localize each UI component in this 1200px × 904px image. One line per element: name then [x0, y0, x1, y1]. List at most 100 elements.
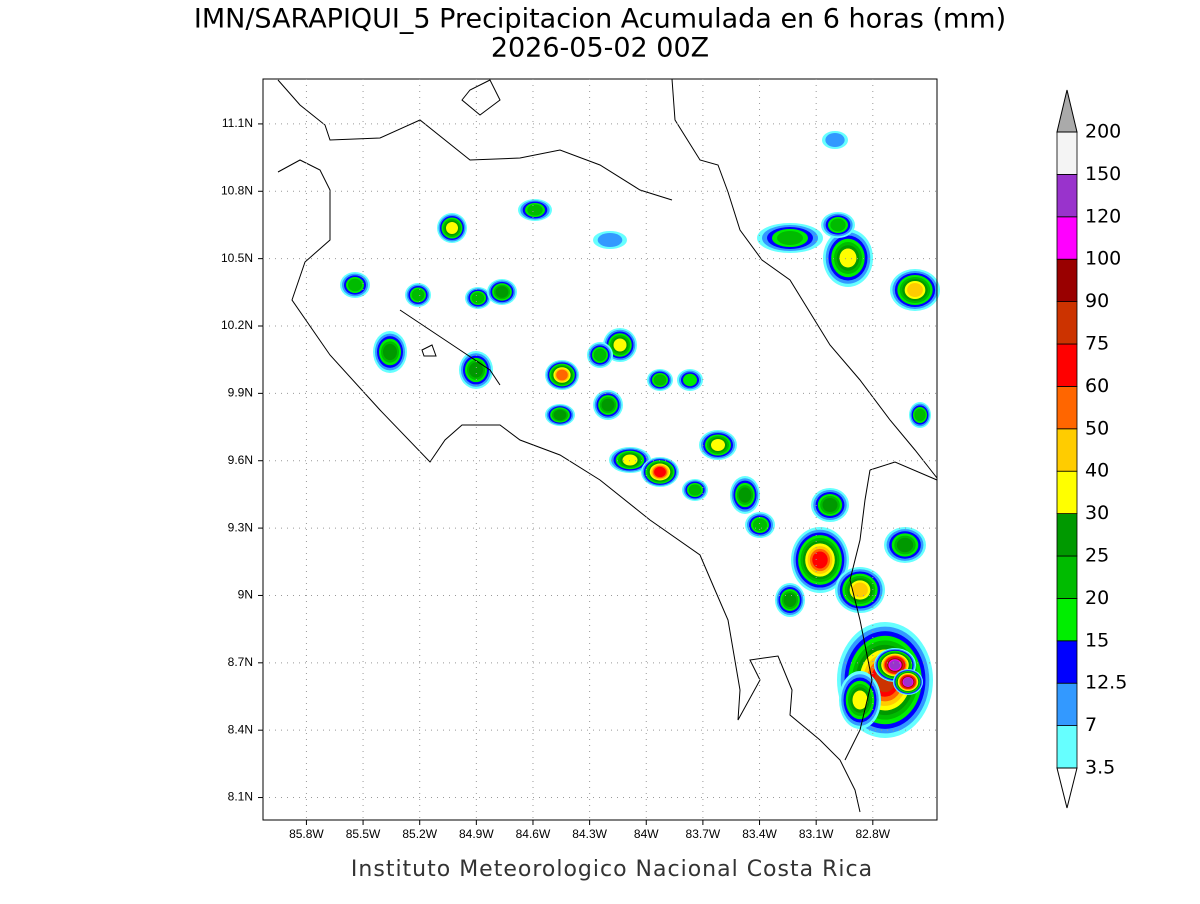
colorbar-label: 50: [1085, 417, 1109, 439]
colorbar-swatch: [1056, 385, 1078, 430]
lat-tick-label: 8.1N: [228, 790, 253, 804]
rain-contour: [896, 537, 914, 553]
colorbar-swatch: [1056, 682, 1078, 727]
rain-contour: [889, 660, 901, 670]
colorbar: 3.5 7 12.5 15 20 25 30 40 50 60 75 90 100 120 150 200: [1056, 89, 1127, 809]
caribbean-coast: [671, 78, 938, 479]
colorbar-label: 100: [1085, 248, 1121, 270]
rain-contour: [469, 362, 483, 378]
colorbar-swatch: [1056, 301, 1078, 345]
rain-contour: [914, 408, 926, 422]
gulf-coast: [399, 309, 501, 386]
lon-tick-label: 85.2W: [402, 827, 437, 841]
lon-tick-label: 83.1W: [799, 827, 834, 841]
lon-tick-label: 84.3W: [572, 827, 607, 841]
rain-contour: [777, 231, 803, 245]
colorbar-label: 75: [1085, 333, 1109, 355]
rain-contour: [907, 283, 923, 297]
lat-tick-label: 9N: [238, 588, 253, 602]
rain-contour: [348, 278, 362, 292]
rain-contour: [683, 373, 697, 387]
lat-tick-label: 11.1N: [222, 116, 253, 130]
colorbar-over: [1056, 89, 1078, 133]
subtitle: 2026-05-02 00Z: [491, 33, 709, 64]
rain-contour: [411, 289, 425, 301]
rain-contour: [654, 466, 666, 478]
colorbar-swatch: [1056, 258, 1078, 303]
rain-contour: [852, 582, 868, 598]
rain-contour: [593, 348, 607, 362]
lon-tick-label: 82.8W: [855, 827, 890, 841]
colorbar-label: 40: [1085, 460, 1109, 482]
colorbar-swatch: [1056, 470, 1078, 515]
rain-contour: [812, 551, 828, 569]
colorbar-label: 12.5: [1085, 672, 1127, 694]
colorbar-swatch: [1056, 598, 1078, 642]
rain-contour: [825, 133, 845, 147]
rain-contour: [688, 484, 702, 496]
lat-tick-label: 10.8N: [221, 183, 253, 197]
lon-tick-label: 84.6W: [516, 827, 551, 841]
border: [277, 79, 673, 201]
lat-tick-label: 8.7N: [228, 655, 253, 669]
pacific-coast: [277, 159, 861, 813]
rain-contour: [738, 487, 752, 503]
coast: [461, 79, 501, 116]
colorbar-label: 200: [1085, 121, 1121, 143]
rain-contour: [601, 398, 615, 412]
colorbar-swatch: [1056, 216, 1078, 260]
rain-contour: [622, 454, 638, 466]
colorbar-swatch: [1056, 428, 1078, 472]
lat-tick-label: 10.5N: [221, 251, 253, 265]
lon-tick-label: 84W: [634, 827, 659, 841]
lon-tick-label: 83.4W: [742, 827, 777, 841]
colorbar-swatch: [1056, 343, 1078, 387]
rain-contour: [839, 248, 857, 268]
colorbar-label: 90: [1085, 290, 1109, 312]
panama-border: [844, 461, 938, 761]
rain-contour: [852, 690, 868, 710]
colorbar-label: 30: [1085, 502, 1109, 524]
lon-tick-label: 83.7W: [686, 827, 721, 841]
map-frame: [262, 78, 938, 821]
rain-contour: [597, 233, 623, 247]
rain-contour: [903, 677, 913, 687]
colorbar-swatch: [1056, 173, 1078, 218]
colorbar-label: 150: [1085, 163, 1121, 185]
colorbar-swatch: [1056, 640, 1078, 684]
lon-tick-label: 85.5W: [346, 827, 381, 841]
rain-contour: [711, 439, 725, 451]
lat-tick-label: 10.2N: [221, 318, 253, 332]
colorbar-swatch: [1056, 555, 1078, 599]
colorbar-under: [1056, 767, 1078, 809]
precipitation-field: [340, 131, 940, 738]
rain-contour: [527, 204, 543, 216]
colorbar-label: 25: [1085, 545, 1109, 567]
lon-tick-label: 85.8W: [289, 827, 324, 841]
rain-contour: [653, 374, 667, 386]
lat-tick-label: 9.6N: [228, 453, 253, 467]
colorbar-swatch: [1056, 725, 1078, 769]
rain-contour: [753, 518, 767, 532]
colorbar-label: 120: [1085, 205, 1121, 227]
footer: Instituto Meteorologico Nacional Costa R…: [351, 857, 873, 882]
colorbar-label: 7: [1085, 714, 1097, 736]
graticule: 11.1N 10.8N 10.5N 10.2N 9.9N 9.6N 9.3N 9N 8.7N 8.…: [221, 79, 937, 841]
colorbar-label: 60: [1085, 375, 1109, 397]
rain-contour: [783, 593, 797, 607]
rain-contour: [471, 292, 485, 304]
rain-contour: [556, 369, 568, 381]
coastlines: [277, 78, 938, 813]
rain-contour: [553, 409, 567, 421]
colorbar-swatch: [1056, 131, 1078, 175]
rain-contour: [822, 498, 838, 512]
island: [421, 344, 437, 357]
rain-contour: [383, 343, 397, 361]
rain-contour: [830, 218, 846, 232]
lat-tick-label: 8.4N: [228, 722, 253, 736]
rain-contour: [446, 222, 458, 234]
colorbar-swatch: [1056, 513, 1078, 557]
lon-tick-label: 84.9W: [459, 827, 494, 841]
rain-contour: [495, 286, 509, 298]
